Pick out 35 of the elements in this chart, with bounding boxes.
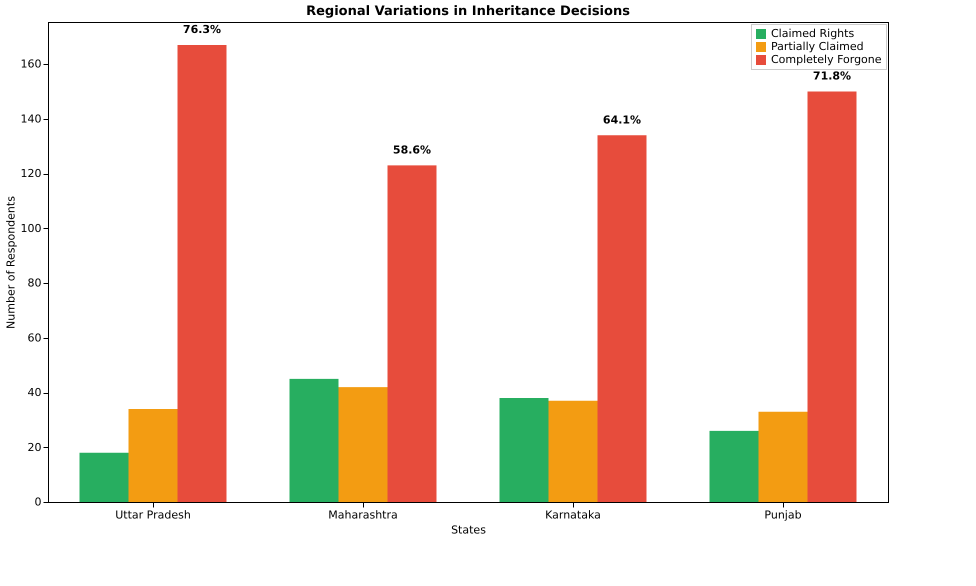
y-tick-label: 20 (28, 440, 42, 454)
x-tick-label: Punjab (764, 508, 802, 522)
x-tick-label: Karnataka (545, 508, 601, 522)
y-tick-label: 120 (20, 167, 42, 180)
legend-label: Claimed Rights (771, 27, 854, 40)
chart-title: Regional Variations in Inheritance Decisions (306, 4, 630, 19)
x-tick-label: Uttar Pradesh (115, 508, 191, 522)
y-tick-label: 140 (20, 112, 42, 126)
y-axis-title: Number of Respondents (4, 196, 18, 329)
bar (128, 408, 178, 502)
y-tick-label: 80 (28, 276, 42, 290)
y-tick-label: 60 (28, 331, 42, 344)
bar (178, 44, 226, 502)
bar (598, 135, 646, 502)
annotation: 64.1% (602, 113, 642, 126)
bar (500, 398, 548, 502)
y-tick-label: 40 (28, 386, 42, 400)
legend-label: Completely Forgone (771, 53, 882, 66)
bar (388, 165, 436, 502)
bar (338, 387, 388, 502)
x-axis-title: States (451, 524, 486, 536)
y-tick-label: 100 (20, 222, 42, 235)
annotation: 76.3% (182, 22, 222, 36)
x-tick-label: Maharashtra (328, 508, 398, 522)
y-tick-label: 0 (34, 496, 42, 508)
bar (548, 400, 598, 502)
bar (808, 92, 856, 502)
legend-label: Partially Claimed (771, 40, 864, 53)
y-tick-label: 160 (20, 58, 42, 71)
bar (758, 412, 808, 502)
annotation: 71.8% (812, 70, 852, 83)
bar (290, 378, 338, 502)
bar (710, 430, 758, 502)
annotation: 58.6% (392, 143, 432, 156)
bar (80, 452, 128, 502)
